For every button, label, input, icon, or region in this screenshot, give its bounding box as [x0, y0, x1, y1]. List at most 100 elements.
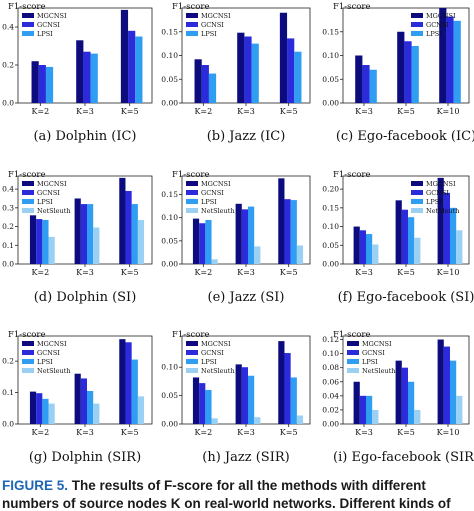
bar-gcnsi-k2 — [199, 223, 206, 264]
x-tick-label: K=3 — [76, 428, 94, 437]
bar-gcnsi-k10 — [443, 346, 450, 424]
legend-swatch-lpsi — [411, 199, 423, 204]
legend-label-lpsi: LPSI — [201, 30, 217, 38]
y-axis-label: F1-score — [333, 330, 371, 340]
x-tick-label: K=2 — [31, 428, 49, 437]
y-axis-label: F1-score — [333, 170, 371, 180]
bar-lpsi-k3 — [369, 69, 377, 103]
bar-gcnsi-k5 — [128, 30, 136, 103]
bar-lpsi-k2 — [205, 389, 212, 424]
x-tick-label: K=2 — [194, 268, 212, 277]
y-axis-label: F1-score — [8, 170, 46, 180]
bar-gcnsi-k3 — [80, 204, 87, 264]
bar-lpsi-k3 — [251, 43, 259, 103]
bar-lpsi-k3 — [366, 234, 373, 264]
legend-swatch-mgcnsi — [411, 13, 423, 18]
bar-gcnsi-k2 — [201, 65, 209, 103]
bar-lpsi-k5 — [408, 217, 415, 264]
x-tick-label: K=5 — [280, 107, 298, 116]
y-tick-label: 0.12 — [322, 335, 339, 344]
bar-mgcnsi-k5 — [395, 200, 402, 264]
x-tick-label: K=10 — [437, 428, 460, 437]
legend-swatch-lpsi — [22, 199, 34, 204]
y-tick-label: 0.3 — [2, 203, 14, 212]
bar-mgcnsi-k10 — [437, 177, 444, 264]
bar-mgcnsi-k5 — [395, 360, 402, 424]
legend-swatch-gcnsi — [411, 22, 423, 27]
legend-label-lpsi: LPSI — [37, 358, 53, 366]
bar-gcnsi-k5 — [404, 41, 412, 103]
y-axis-label: F1-score — [8, 2, 46, 12]
bar-netsleuth-k2 — [211, 418, 218, 424]
bar-lpsi-k2 — [208, 73, 217, 103]
legend-swatch-mgcnsi — [186, 181, 198, 186]
legend-swatch-gcnsi — [347, 350, 359, 355]
bar-gcnsi-k5 — [125, 342, 132, 424]
y-tick-label: 0.1 — [2, 241, 14, 250]
y-tick-label: 0.05 — [161, 236, 178, 245]
bar-netsleuth-k3 — [254, 417, 261, 424]
legend-swatch-lpsi — [186, 31, 198, 36]
legend-label-netsleuth: NetSleuth — [426, 207, 460, 215]
legend-swatch-gcnsi — [186, 22, 198, 27]
bar-gcnsi-k5 — [401, 209, 408, 264]
legend-swatch-gcnsi — [411, 190, 423, 195]
chart-panel-6: 0.00 0.05 0.10 0.15 0.20 F1-score K=3 K=5 K=10 MG… — [322, 170, 474, 305]
panel-caption: (d) Dolphin (SI) — [34, 290, 137, 305]
y-tick-label: 0.10 — [161, 51, 178, 60]
bar-netsleuth-k10 — [456, 395, 463, 424]
x-tick-label: K=10 — [437, 107, 460, 116]
legend-label-netsleuth: NetSleuth — [37, 207, 71, 215]
y-axis-label: F1-score — [333, 2, 371, 12]
y-tick-label: 0.15 — [161, 27, 178, 36]
y-tick-label: 0.05 — [322, 241, 339, 250]
x-tick-label: K=5 — [121, 428, 139, 437]
x-tick-label: K=5 — [397, 268, 415, 277]
bar-gcnsi-k3 — [80, 378, 87, 424]
y-tick-label: 0.0 — [2, 420, 14, 429]
bar-lpsi-k5 — [294, 51, 302, 103]
x-tick-label: K=3 — [76, 107, 94, 116]
y-tick-label: 0.4 — [2, 185, 14, 194]
x-tick-label: K=3 — [76, 268, 94, 277]
legend-label-mgcnsi: MGCNSI — [201, 180, 231, 188]
panel-caption: (i) Ego-facebook (SIR) — [333, 450, 474, 465]
bar-mgcnsi-k3 — [235, 203, 242, 264]
bar-lpsi-k3 — [87, 391, 94, 424]
bar-lpsi-k5 — [131, 204, 138, 264]
y-tick-label: 0.15 — [322, 27, 339, 36]
y-tick-label: 0.04 — [322, 391, 339, 400]
bar-mgcnsi-k5 — [397, 31, 405, 103]
bar-gcnsi-k10 — [446, 16, 454, 103]
bar-lpsi-k10 — [450, 207, 457, 264]
panel-caption: (b) Jazz (IC) — [207, 129, 286, 144]
bar-gcnsi-k3 — [241, 209, 248, 264]
y-tick-label: 0.4 — [2, 23, 14, 32]
legend-swatch-mgcnsi — [186, 13, 198, 18]
legend-label-mgcnsi: MGCNSI — [426, 12, 456, 20]
x-tick-label: K=3 — [237, 268, 255, 277]
legend-label-lpsi: LPSI — [201, 358, 217, 366]
legend-label-netsleuth: NetSleuth — [37, 367, 71, 375]
legend-swatch-mgcnsi — [411, 181, 423, 186]
x-tick-label: K=3 — [355, 268, 373, 277]
bar-gcnsi-k5 — [287, 38, 295, 103]
legend-label-netsleuth: NetSleuth — [362, 367, 396, 375]
legend-swatch-gcnsi — [22, 190, 34, 195]
legend-label-lpsi: LPSI — [426, 198, 442, 206]
legend-swatch-lpsi — [411, 31, 423, 36]
chart-panel-3: 0.00 0.05 0.10 0.15 F1-score K=3 K=5 K=10 MGCNSI… — [322, 2, 474, 144]
y-tick-label: 0.00 — [322, 420, 339, 429]
bar-netsleuth-k5 — [296, 245, 304, 264]
x-tick-label: K=5 — [397, 107, 415, 116]
bar-mgcnsi-k3 — [353, 381, 360, 424]
bar-gcnsi-k3 — [362, 65, 370, 103]
legend-swatch-mgcnsi — [22, 13, 34, 18]
y-tick-label: 0.02 — [322, 405, 339, 414]
bar-mgcnsi-k10 — [439, 8, 447, 103]
legend-label-gcnsi: GCNSI — [426, 189, 449, 197]
x-tick-label: K=5 — [121, 268, 139, 277]
bar-netsleuth-k2 — [48, 236, 55, 264]
